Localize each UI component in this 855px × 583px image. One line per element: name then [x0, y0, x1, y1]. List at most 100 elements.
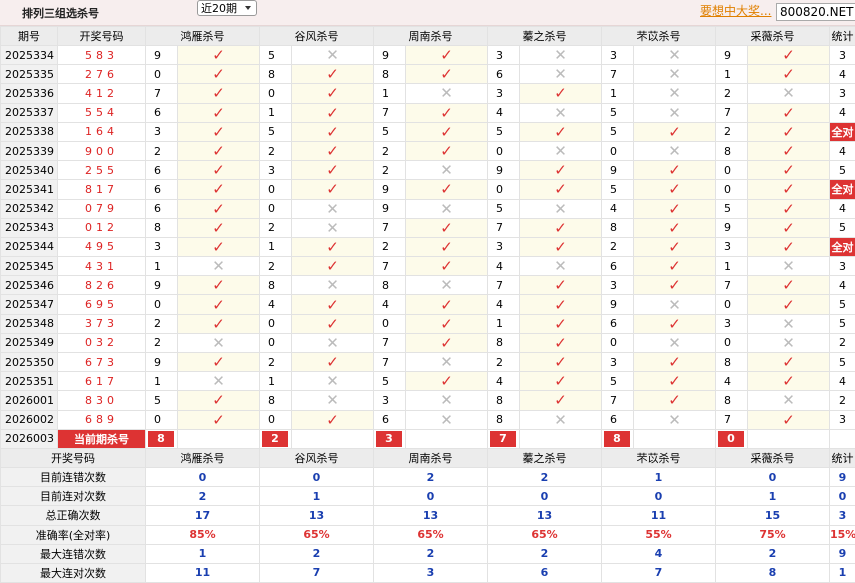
kill-number: 8	[488, 391, 520, 410]
issue: 2025349	[1, 333, 58, 352]
kill-number: 5	[260, 122, 292, 141]
result-mark: ✓	[178, 65, 260, 84]
kill-number: 7	[374, 353, 406, 372]
result-mark: ✓	[178, 218, 260, 237]
header-row: 期号开奖号码鸿雁杀号谷风杀号周南杀号蓁之杀号芣苡杀号采薇杀号统计	[1, 27, 855, 46]
result-mark: ✕	[748, 314, 830, 333]
stat: 4	[830, 276, 855, 295]
column-header: 周南杀号	[374, 448, 488, 467]
draw-number: 583	[58, 46, 146, 65]
kill-number: 2	[374, 161, 406, 180]
summary-value: 1	[716, 487, 830, 506]
kill-number: 0	[716, 180, 748, 199]
kill-number: 9	[146, 276, 178, 295]
summary-value: 1	[602, 467, 716, 486]
kill-number: 4	[488, 372, 520, 391]
result-mark: ✓	[634, 314, 716, 333]
kill-number: 6	[602, 257, 634, 276]
result-mark: ✓	[520, 122, 602, 141]
result-mark: ✕	[178, 333, 260, 352]
draw-number: 373	[58, 314, 146, 333]
empty-cell	[520, 429, 602, 448]
kill-number: 0	[716, 161, 748, 180]
column-header: 蓁之杀号	[488, 27, 602, 46]
kill-number: 3	[602, 46, 634, 65]
result-mark: ✓	[520, 295, 602, 314]
stat: 3	[830, 46, 855, 65]
kill-number: 7	[602, 65, 634, 84]
kill-number: 7	[716, 276, 748, 295]
kill-number: 9	[716, 46, 748, 65]
summary-value: 3	[830, 506, 855, 525]
stat: 2	[830, 391, 855, 410]
kill-number: 8	[716, 141, 748, 160]
summary-value: 6	[488, 563, 602, 582]
result-mark: ✓	[748, 237, 830, 256]
issue: 2025339	[1, 141, 58, 160]
summary-value: 65%	[374, 525, 488, 544]
kill-number: 0	[260, 410, 292, 429]
kill-number: 0	[602, 141, 634, 160]
draw-number: 617	[58, 372, 146, 391]
kill-number: 2	[260, 218, 292, 237]
result-mark: ✓	[406, 237, 488, 256]
result-mark: ✓	[748, 65, 830, 84]
kill-number: 2	[260, 141, 292, 160]
promo-link[interactable]: 要想中大奖...	[700, 2, 771, 19]
column-header: 统计	[830, 448, 855, 467]
summary-value: 4	[602, 544, 716, 563]
kill-number: 5	[602, 372, 634, 391]
result-mark: ✓	[292, 84, 374, 103]
result-mark: ✓	[520, 391, 602, 410]
kill-number: 8	[716, 391, 748, 410]
result-mark: ✓	[748, 141, 830, 160]
column-header: 开奖号码	[1, 448, 146, 467]
kill-number: 9	[602, 161, 634, 180]
kill-number: 9	[488, 161, 520, 180]
column-header: 芣苡杀号	[602, 448, 716, 467]
column-header: 开奖号码	[58, 27, 146, 46]
column-header: 期号	[1, 27, 58, 46]
result-mark: ✕	[748, 257, 830, 276]
result-mark: ✓	[178, 314, 260, 333]
kill-number: 3	[146, 122, 178, 141]
stat: 5	[830, 295, 855, 314]
kill-number: 4	[488, 295, 520, 314]
kill-number: 8	[716, 353, 748, 372]
kill-number: 4	[260, 295, 292, 314]
result-mark: ✕	[520, 410, 602, 429]
draw-number: 032	[58, 333, 146, 352]
result-mark: ✓	[520, 218, 602, 237]
kill-number: 5	[374, 122, 406, 141]
summary-value: 0	[488, 487, 602, 506]
kill-number: 9	[374, 199, 406, 218]
summary-row: 准确率(全对率)85%65%65%65%55%75%15%	[1, 525, 855, 544]
result-mark: ✓	[292, 180, 374, 199]
kill-number: 1	[602, 84, 634, 103]
summary-value: 0	[146, 467, 260, 486]
kill-number: 5	[488, 199, 520, 218]
period-select[interactable]: 近20期	[197, 0, 257, 16]
issue: 2025340	[1, 161, 58, 180]
issue: 2025344	[1, 237, 58, 256]
summary-value: 0	[830, 487, 855, 506]
summary-value: 85%	[146, 525, 260, 544]
result-mark: ✓	[634, 276, 716, 295]
kill-number: 8	[260, 276, 292, 295]
result-mark: ✓	[406, 372, 488, 391]
kill-number: 1	[146, 372, 178, 391]
column-header: 谷风杀号	[260, 448, 374, 467]
column-header: 采薇杀号	[716, 27, 830, 46]
result-mark: ✓	[520, 161, 602, 180]
result-mark: ✓	[520, 276, 602, 295]
result-mark: ✓	[406, 257, 488, 276]
summary-value: 8	[716, 563, 830, 582]
result-mark: ✕	[634, 65, 716, 84]
result-mark: ✓	[634, 391, 716, 410]
kill-number: 5	[488, 122, 520, 141]
current-pick-cell: 7	[488, 429, 520, 448]
